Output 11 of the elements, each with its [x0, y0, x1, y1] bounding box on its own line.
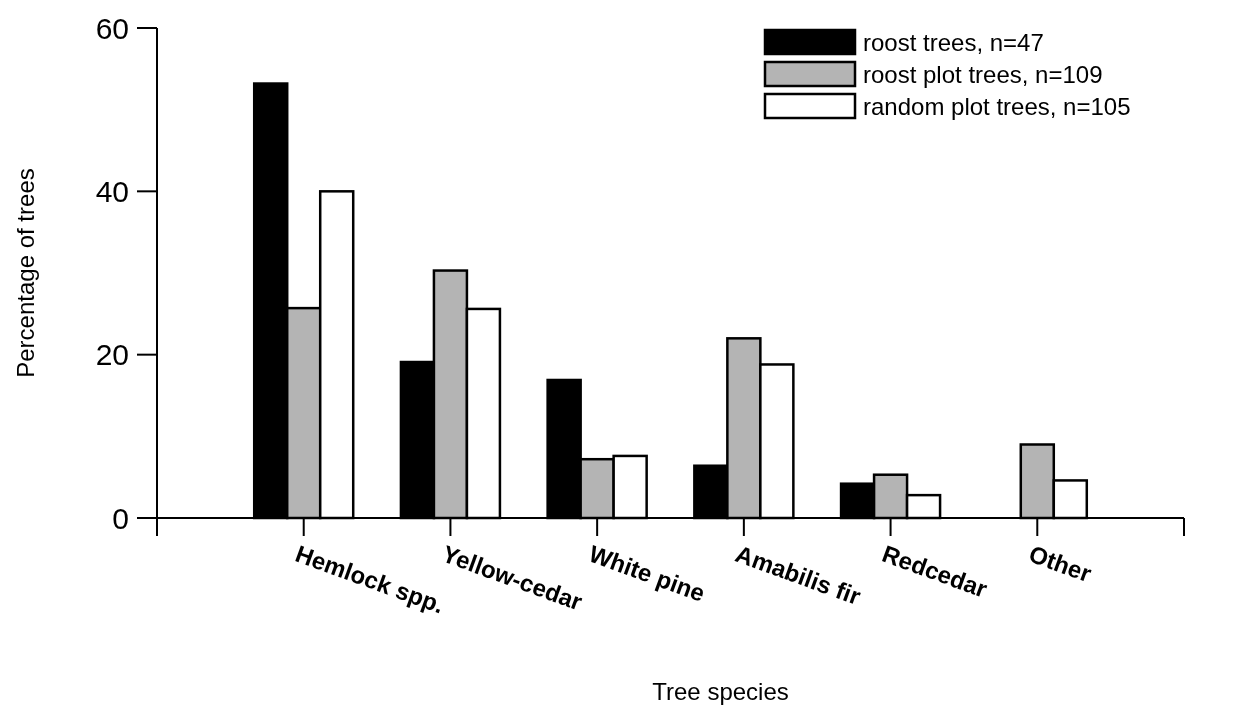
y-tick-label: 0 [112, 501, 129, 535]
y-tick-label: 40 [95, 174, 129, 208]
y-axis-title: Percentage of trees [12, 168, 39, 378]
legend-label: roost trees, n=47 [863, 28, 1044, 56]
y-tick-label: 20 [95, 338, 129, 372]
legend-label: random plot trees, n=105 [863, 92, 1131, 120]
y-tick-label: 60 [95, 11, 129, 45]
legend-label: roost plot trees, n=109 [863, 60, 1103, 88]
x-axis-title: Tree species [652, 678, 789, 705]
x-tick-label: Other [1025, 539, 1095, 588]
x-tick-label: White pine [585, 539, 709, 607]
